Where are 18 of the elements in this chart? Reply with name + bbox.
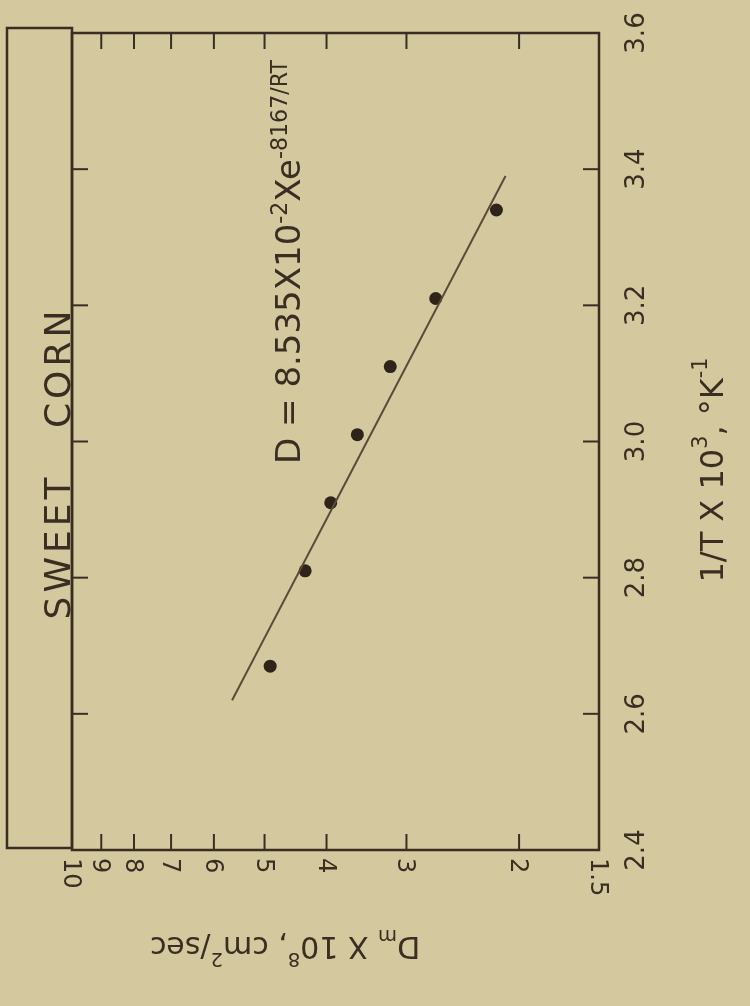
- y-tick-label: 2.4: [620, 829, 650, 871]
- x-tick-label: 8: [119, 858, 148, 874]
- x-tick-label: 2: [505, 858, 534, 874]
- x-tick-label: 6: [199, 858, 228, 874]
- y-tick-label: 3.2: [620, 284, 650, 327]
- x-tick-label: 1.5: [585, 858, 613, 897]
- text: SWEET CORN: [36, 306, 78, 620]
- x-tick-label: 7: [157, 858, 186, 874]
- y-tick-label: 3.6: [620, 12, 650, 54]
- y-tick-label: 2.8: [620, 556, 650, 599]
- x-tick-label: 9: [87, 858, 116, 874]
- x-tick-label: 10: [58, 858, 86, 889]
- x-tick-label: 5: [250, 858, 279, 874]
- x-tick-label: 3: [392, 858, 421, 874]
- y-tick-label: 3.0: [620, 420, 650, 463]
- y-tick-label: 2.6: [620, 693, 650, 735]
- y-tick-label: 3.4: [620, 148, 650, 190]
- x-tick-label: 4: [312, 858, 341, 874]
